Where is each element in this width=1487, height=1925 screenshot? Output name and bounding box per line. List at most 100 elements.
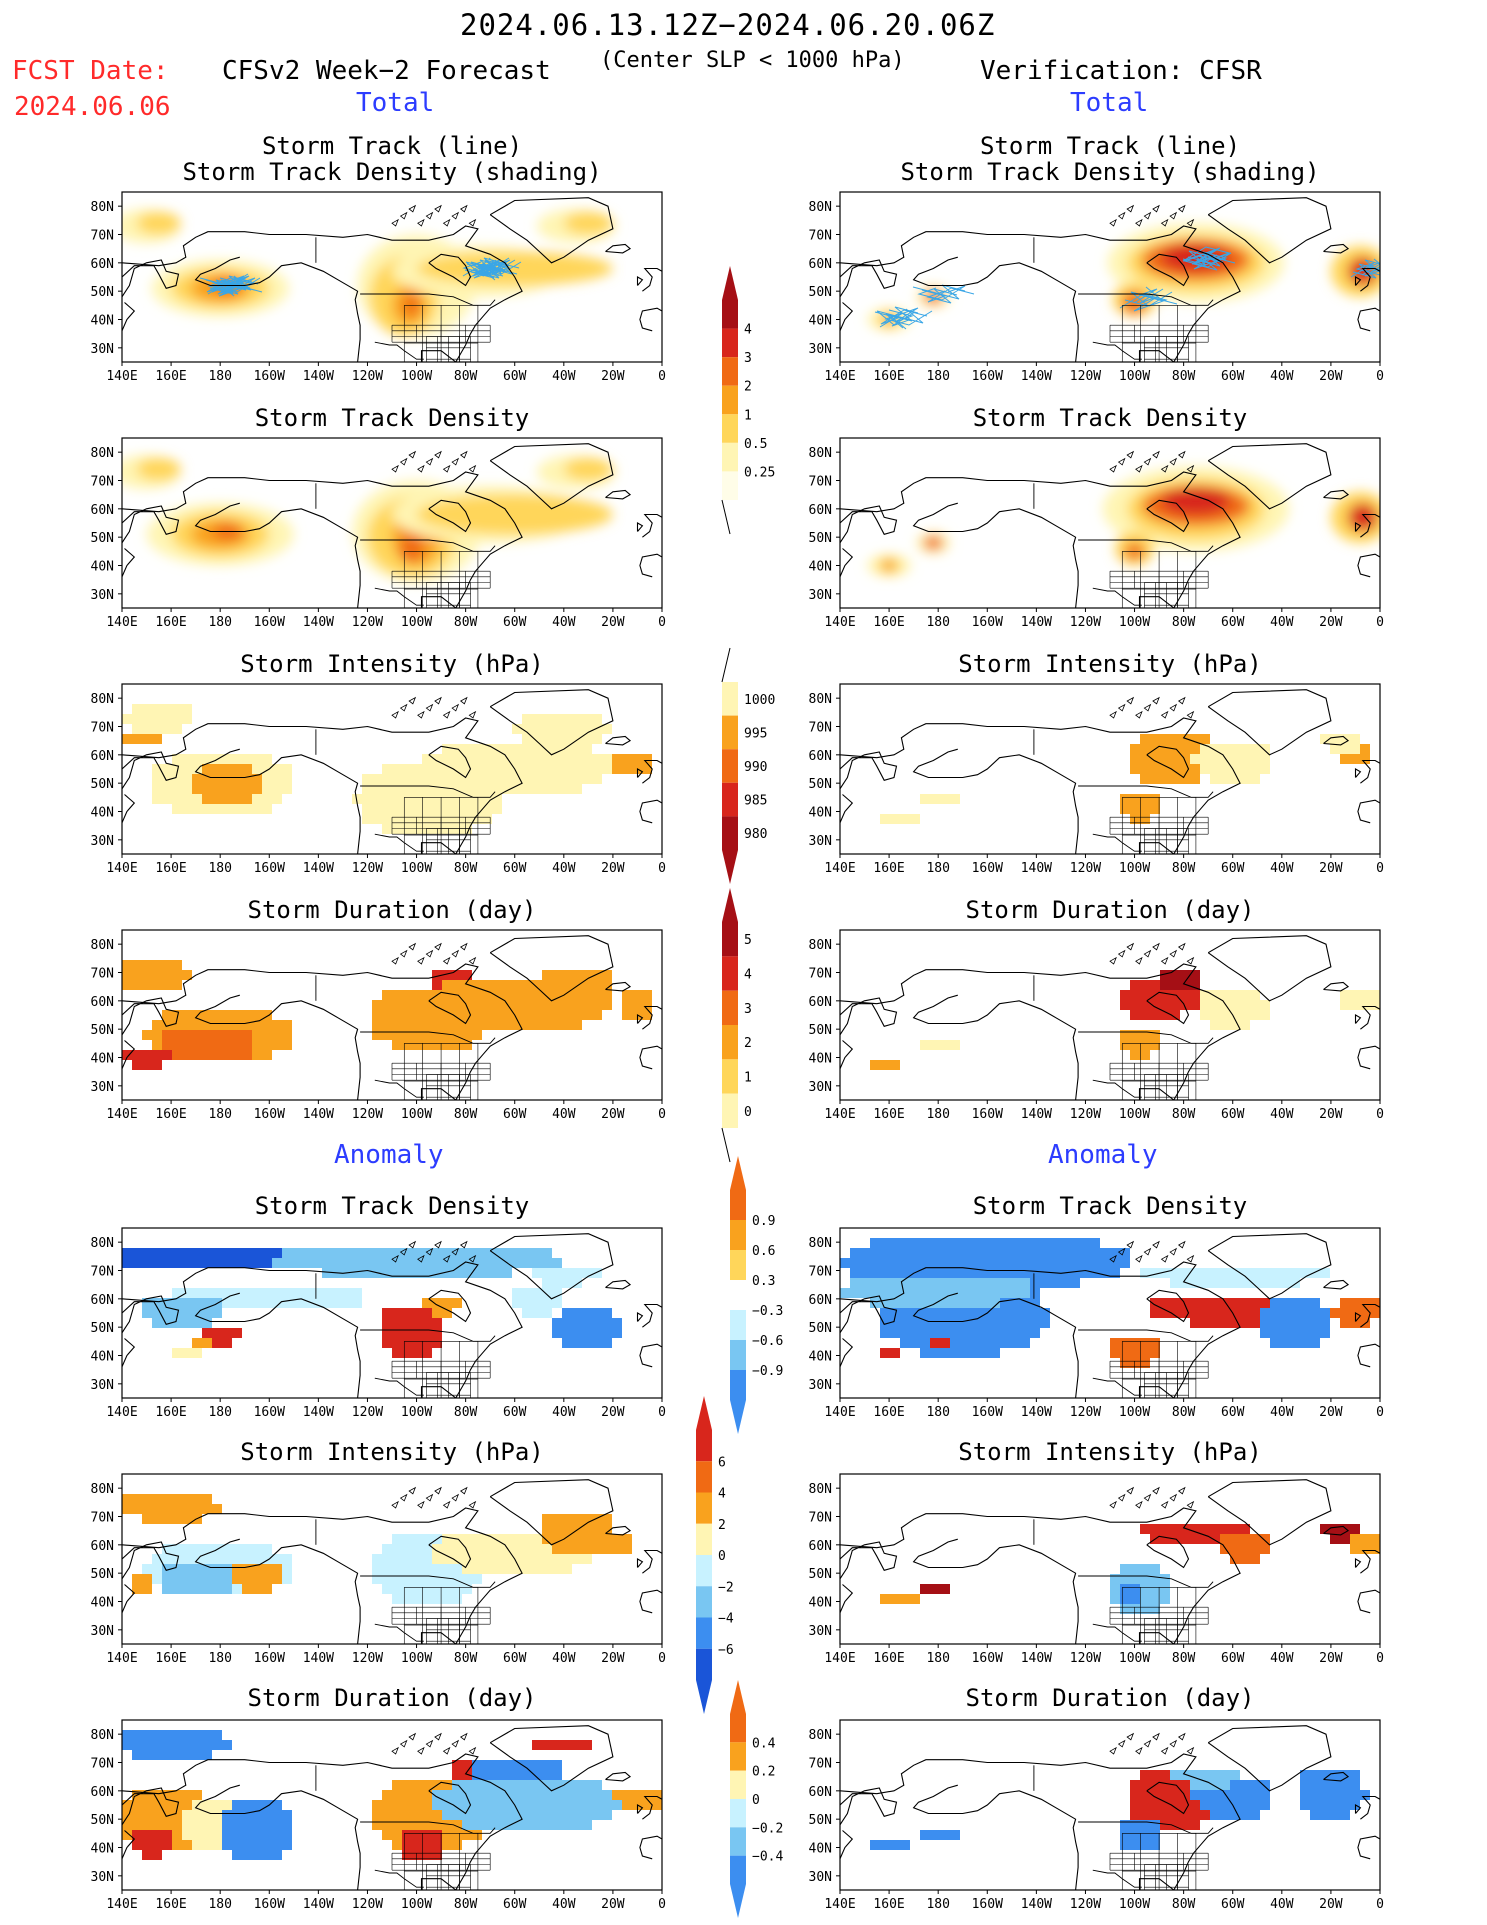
lat-tick-label: 80N <box>809 200 832 215</box>
colorbar-duration-total: 5 4 3 2 1 0 <box>721 888 752 1163</box>
lon-tick-label: 160W <box>254 615 285 630</box>
lon-tick-label: 40W <box>1270 615 1294 630</box>
lon-tick-label: 60W <box>1221 1651 1245 1666</box>
colorbar-tick-label: 3 <box>744 1002 752 1017</box>
lat-tick-label: 50N <box>91 531 114 546</box>
lon-tick-label: 20W <box>601 1107 625 1122</box>
colorbar-tick-label: −0.4 <box>752 1850 783 1865</box>
lat-tick-label: 80N <box>809 1728 832 1743</box>
lon-tick-label: 140E <box>824 861 855 876</box>
lon-tick-label: 160E <box>155 1405 186 1420</box>
lat-tick-label: 70N <box>809 475 832 490</box>
colorbar-tick-label: 0.3 <box>752 1274 775 1289</box>
lon-tick-label: 100W <box>401 1107 432 1122</box>
colorbar-tick-label: −6 <box>718 1643 734 1658</box>
lat-tick-label: 60N <box>91 749 114 764</box>
lon-tick-label: 160E <box>873 1107 904 1122</box>
map-panel-r6-c0: 140E 160E 180 160W 140W 120W 100W 80W 60W 40W 20W 0… <box>91 1719 666 1912</box>
map-panel-r1-c1: 140E 160E 180 160W 140W 120W 100W 80W 60W 40W 20W 0… <box>809 437 1384 630</box>
lon-tick-label: 120W <box>1070 1897 1101 1912</box>
lon-tick-label: 80W <box>1172 1405 1196 1420</box>
lon-tick-label: 180 <box>926 369 949 384</box>
lat-tick-label: 70N <box>809 967 832 982</box>
lon-tick-label: 140E <box>824 1107 855 1122</box>
lat-tick-label: 30N <box>809 1080 832 1095</box>
title-anom-intensity-right: Storm Intensity (hPa) <box>958 1438 1262 1466</box>
lon-tick-label: 140E <box>824 1897 855 1912</box>
map-panel-r4-c1: 140E 160E 180 160W 140W 120W 100W 80W 60W 40W 20W 0… <box>809 1227 1384 1420</box>
lon-tick-label: 100W <box>401 615 432 630</box>
colorbar-tick-label: 0 <box>744 1105 752 1120</box>
lat-tick-label: 40N <box>91 1596 114 1611</box>
lon-tick-label: 20W <box>601 615 625 630</box>
lat-tick-label: 70N <box>809 229 832 244</box>
colorbar-tick-label: 0.4 <box>752 1736 776 1751</box>
map-panel-r3-c1: 140E 160E 180 160W 140W 120W 100W 80W 60W 40W 20W 0… <box>809 929 1384 1122</box>
lat-tick-label: 50N <box>91 1813 114 1828</box>
lon-tick-label: 120W <box>352 1405 383 1420</box>
lon-tick-label: 160E <box>155 369 186 384</box>
lat-tick-label: 70N <box>809 1757 832 1772</box>
lat-tick-label: 70N <box>91 229 114 244</box>
lat-tick-label: 80N <box>91 200 114 215</box>
lon-tick-label: 180 <box>926 861 949 876</box>
lat-tick-label: 30N <box>91 588 114 603</box>
colorbar-tick-label: 2 <box>744 1036 752 1051</box>
lon-tick-label: 60W <box>1221 615 1245 630</box>
lon-tick-label: 80W <box>454 369 478 384</box>
lon-tick-label: 140W <box>303 1405 334 1420</box>
lon-tick-label: 160E <box>155 615 186 630</box>
lon-tick-label: 40W <box>1270 861 1294 876</box>
lon-tick-label: 60W <box>503 369 527 384</box>
lat-tick-label: 40N <box>91 560 114 575</box>
lon-tick-label: 120W <box>352 1651 383 1666</box>
lon-tick-label: 0 <box>1376 1897 1384 1912</box>
lon-tick-label: 160W <box>972 1897 1003 1912</box>
colorbar-tick-label: 0.25 <box>744 465 775 480</box>
lat-tick-label: 80N <box>809 1482 832 1497</box>
lat-tick-label: 50N <box>91 1023 114 1038</box>
lat-tick-label: 50N <box>809 1023 832 1038</box>
lon-tick-label: 140W <box>1021 1897 1052 1912</box>
colorbar-tick-label: 6 <box>718 1455 726 1470</box>
lon-tick-label: 20W <box>1319 1651 1343 1666</box>
lon-tick-label: 140E <box>106 861 137 876</box>
lon-tick-label: 140W <box>1021 369 1052 384</box>
lat-tick-label: 30N <box>91 1080 114 1095</box>
lon-tick-label: 180 <box>208 1897 231 1912</box>
lon-tick-label: 100W <box>401 861 432 876</box>
lon-tick-label: 40W <box>552 1897 576 1912</box>
fcst-date-value: 2024.06.06 <box>14 92 171 122</box>
lon-tick-label: 20W <box>1319 1405 1343 1420</box>
lat-tick-label: 30N <box>809 1870 832 1885</box>
lon-tick-label: 0 <box>1376 615 1384 630</box>
slp-condition: (Center SLP < 1000 hPa) <box>600 48 905 73</box>
lon-tick-label: 0 <box>658 861 666 876</box>
lon-tick-label: 80W <box>1172 1651 1196 1666</box>
lat-tick-label: 70N <box>809 721 832 736</box>
lon-tick-label: 0 <box>658 1651 666 1666</box>
lon-tick-label: 0 <box>1376 1405 1384 1420</box>
lon-tick-label: 60W <box>503 861 527 876</box>
forecast-period: 2024.06.13.12Z−2024.06.20.06Z <box>460 8 996 42</box>
map-panel-r3-c0: 140E 160E 180 160W 140W 120W 100W 80W 60W 40W 20W 0… <box>91 929 666 1122</box>
lon-tick-label: 20W <box>601 1651 625 1666</box>
lat-tick-label: 80N <box>809 938 832 953</box>
lat-tick-label: 50N <box>809 285 832 300</box>
lat-tick-label: 60N <box>91 257 114 272</box>
lon-tick-label: 80W <box>1172 1897 1196 1912</box>
lon-tick-label: 40W <box>1270 1651 1294 1666</box>
title-anom-density-left: Storm Track Density <box>254 1192 530 1220</box>
lon-tick-label: 80W <box>454 1107 478 1122</box>
lon-tick-label: 180 <box>926 1405 949 1420</box>
colorbar-density-anom: 0.9 0.6 0.3 −0.3 −0.6 −0.9 <box>730 1156 783 1434</box>
title-anom-density-right: Storm Track Density <box>972 1192 1248 1220</box>
colorbar-tick-label: −4 <box>718 1612 734 1627</box>
lon-tick-label: 60W <box>503 1651 527 1666</box>
lon-tick-label: 100W <box>1119 1651 1150 1666</box>
lat-tick-label: 60N <box>809 503 832 518</box>
lat-tick-label: 80N <box>91 446 114 461</box>
lon-tick-label: 100W <box>1119 615 1150 630</box>
lon-tick-label: 140W <box>303 1107 334 1122</box>
